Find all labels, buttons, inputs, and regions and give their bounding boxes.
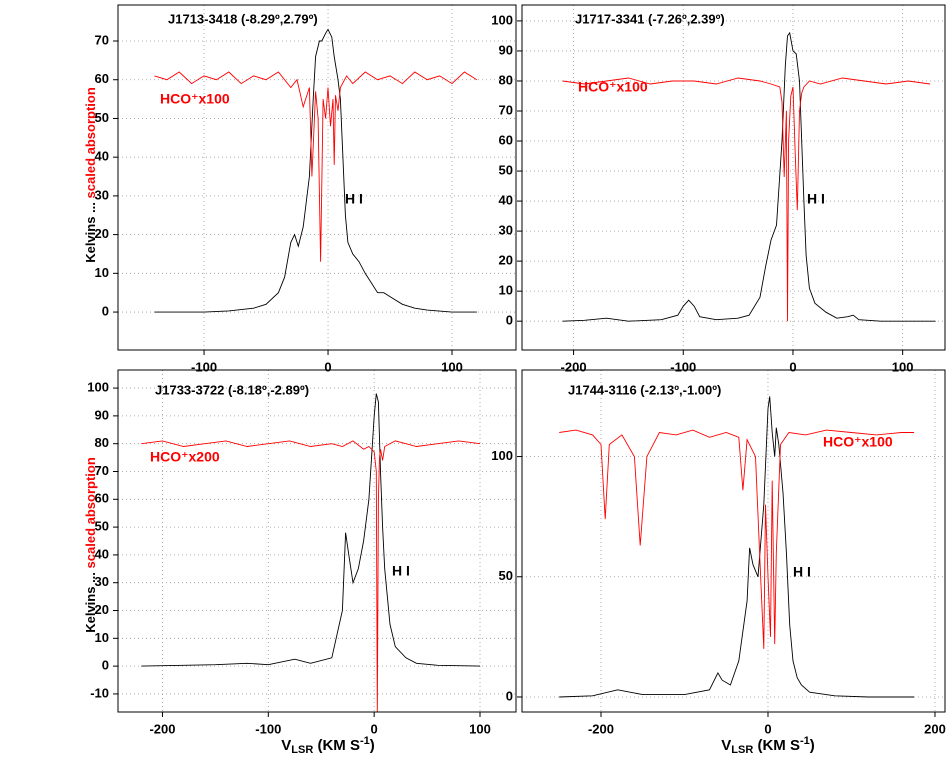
x-tick-label: -200 bbox=[561, 359, 587, 374]
y-tick-label: 50 bbox=[95, 519, 109, 534]
x-label-v: V bbox=[281, 737, 291, 754]
spectrum-line bbox=[141, 393, 481, 667]
y-tick-label: 20 bbox=[95, 226, 109, 241]
x-label-sup: -1 bbox=[360, 735, 370, 747]
spectrum-line bbox=[562, 31, 936, 322]
y-label-kelvins: Kelvins ... bbox=[83, 202, 98, 263]
y-tick-label: 10 bbox=[499, 283, 513, 298]
hi-label: H I bbox=[392, 563, 410, 579]
hi-label: H I bbox=[793, 564, 811, 580]
x-tick-label: 200 bbox=[924, 721, 946, 736]
spectrum-line bbox=[562, 77, 931, 322]
y-tick-label: 40 bbox=[499, 193, 513, 208]
x-label-close: ) bbox=[810, 737, 815, 754]
y-tick-label: 80 bbox=[499, 72, 513, 87]
y-tick-label: 80 bbox=[95, 435, 109, 450]
y-label-absorption: scaled absorption bbox=[83, 87, 98, 198]
y-tick-label: 10 bbox=[95, 265, 109, 280]
x-label-v: V bbox=[721, 737, 731, 754]
y-axis-label: Kelvins ... scaled absorption bbox=[83, 87, 98, 263]
x-label-sup: -1 bbox=[800, 735, 810, 747]
x-tick-label: -100 bbox=[255, 721, 281, 736]
y-tick-label: 70 bbox=[95, 32, 109, 47]
y-tick-label: 20 bbox=[95, 602, 109, 617]
hi-label: H I bbox=[345, 191, 363, 207]
y-tick-label: 30 bbox=[95, 187, 109, 202]
y-tick-label: 30 bbox=[95, 574, 109, 589]
y-tick-label: 60 bbox=[95, 491, 109, 506]
y-tick-label: 50 bbox=[95, 110, 109, 125]
hco-label: HCO⁺x100 bbox=[823, 434, 893, 450]
x-tick-label: 0 bbox=[764, 721, 771, 736]
y-tick-label: 60 bbox=[95, 71, 109, 86]
y-label-kelvins: Kelvins ... bbox=[83, 572, 98, 633]
x-label-sub: LSR bbox=[291, 744, 313, 756]
x-tick-label: 100 bbox=[441, 359, 463, 374]
y-tick-label: 70 bbox=[95, 463, 109, 478]
x-tick-label: -200 bbox=[588, 721, 614, 736]
y-tick-label: 90 bbox=[95, 407, 109, 422]
x-tick-label: 0 bbox=[324, 359, 331, 374]
y-tick-label: 0 bbox=[506, 313, 513, 328]
y-tick-label: 60 bbox=[499, 132, 513, 147]
y-tick-label: 100 bbox=[491, 448, 513, 463]
y-tick-label: -10 bbox=[90, 685, 109, 700]
hco-label: HCO⁺x100 bbox=[578, 79, 648, 95]
hco-label: HCO⁺x200 bbox=[150, 449, 220, 465]
y-tick-label: 100 bbox=[87, 380, 109, 395]
hi-label: H I bbox=[807, 191, 825, 207]
x-axis-label: VLSR (KM S-1) bbox=[281, 735, 374, 756]
x-label-sub: LSR bbox=[731, 744, 753, 756]
y-tick-label: 10 bbox=[95, 630, 109, 645]
y-tick-label: 100 bbox=[491, 12, 513, 27]
x-tick-label: 100 bbox=[892, 359, 914, 374]
y-tick-label: 40 bbox=[95, 546, 109, 561]
x-label-close: ) bbox=[370, 737, 375, 754]
spectrum-line bbox=[559, 429, 915, 649]
y-tick-label: 0 bbox=[102, 658, 109, 673]
y-axis-label: Kelvins ... scaled absorption bbox=[83, 457, 98, 633]
panel: -200 0 200 0 50 100 J1744-3116 (-2.13º,-1.00º)… bbox=[491, 369, 946, 736]
x-tick-label: -100 bbox=[191, 359, 217, 374]
x-tick-label: -200 bbox=[149, 721, 175, 736]
hco-label: HCO⁺x100 bbox=[160, 91, 230, 107]
panel-title: J1744-3116 (-2.13º,-1.00º) bbox=[568, 382, 721, 397]
plot-frame bbox=[117, 369, 517, 713]
y-tick-label: 20 bbox=[499, 253, 513, 268]
x-tick-label: 0 bbox=[789, 359, 796, 374]
y-tick-label: 50 bbox=[499, 568, 513, 583]
spectrum-line bbox=[154, 71, 478, 262]
y-tick-label: 90 bbox=[499, 42, 513, 57]
plot-frame bbox=[521, 369, 946, 713]
x-label-unit: (KM S bbox=[753, 737, 800, 754]
spectrum-line bbox=[559, 396, 915, 698]
x-tick-label: 0 bbox=[371, 721, 378, 736]
y-tick-label: 40 bbox=[95, 149, 109, 164]
panel: -200 -100 0 100 0 10 20 30 40 50 60 70 80 90 100 J1717-… bbox=[491, 4, 946, 374]
plot-frame bbox=[117, 4, 517, 351]
x-tick-label: 100 bbox=[469, 721, 491, 736]
x-tick-label: -100 bbox=[670, 359, 696, 374]
plot-frame bbox=[521, 4, 946, 351]
y-tick-label: 30 bbox=[499, 223, 513, 238]
spectrum-line bbox=[154, 28, 477, 313]
y-tick-label: 0 bbox=[506, 688, 513, 703]
y-tick-label: 0 bbox=[102, 303, 109, 318]
spectrum-line bbox=[141, 440, 481, 712]
panel-title: J1733-3722 (-8.18º,-2.89º) bbox=[155, 382, 309, 397]
y-label-absorption: scaled absorption bbox=[83, 457, 98, 568]
y-tick-label: 50 bbox=[499, 162, 513, 177]
y-tick-label: 70 bbox=[499, 102, 513, 117]
panel-title: J1713-3418 (-8.29º,2.79º) bbox=[168, 11, 318, 26]
x-axis-label: VLSR (KM S-1) bbox=[721, 735, 814, 756]
x-label-unit: (KM S bbox=[313, 737, 360, 754]
panel-title: J1717-3341 (-7.26º,2.39º) bbox=[575, 11, 725, 26]
